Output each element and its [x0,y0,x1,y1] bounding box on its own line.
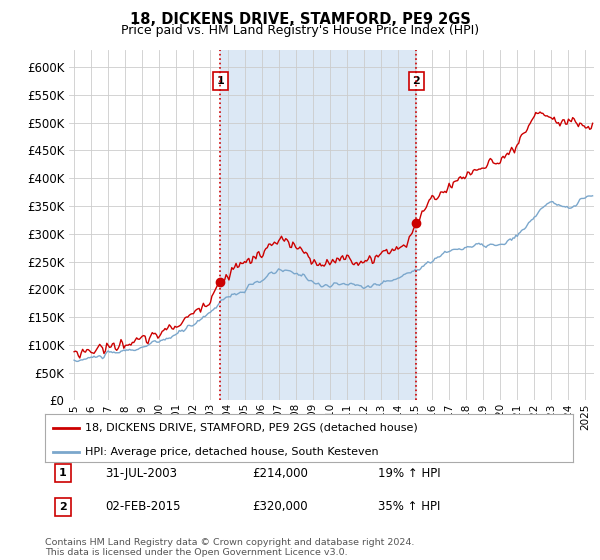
Text: 18, DICKENS DRIVE, STAMFORD, PE9 2GS (detached house): 18, DICKENS DRIVE, STAMFORD, PE9 2GS (de… [85,423,418,433]
Text: 02-FEB-2015: 02-FEB-2015 [105,500,181,514]
Text: 31-JUL-2003: 31-JUL-2003 [105,466,177,480]
Bar [220,50,416,400]
Text: 1: 1 [59,468,67,478]
Text: 19% ↑ HPI: 19% ↑ HPI [378,466,440,480]
Text: £214,000: £214,000 [252,466,308,480]
Text: Price paid vs. HM Land Registry's House Price Index (HPI): Price paid vs. HM Land Registry's House … [121,24,479,36]
Text: 2: 2 [59,502,67,512]
Text: 35% ↑ HPI: 35% ↑ HPI [378,500,440,514]
Text: 18, DICKENS DRIVE, STAMFORD, PE9 2GS: 18, DICKENS DRIVE, STAMFORD, PE9 2GS [130,12,470,27]
Text: 1: 1 [217,76,224,86]
Text: HPI: Average price, detached house, South Kesteven: HPI: Average price, detached house, Sout… [85,446,378,456]
Text: Contains HM Land Registry data © Crown copyright and database right 2024.
This d: Contains HM Land Registry data © Crown c… [45,538,415,557]
Text: £320,000: £320,000 [252,500,308,514]
Text: 2: 2 [413,76,420,86]
